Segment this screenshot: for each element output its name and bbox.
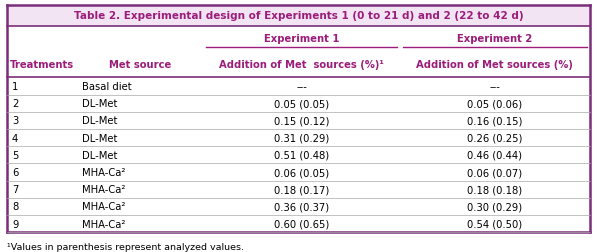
Text: ¹Values in parenthesis represent analyzed values.: ¹Values in parenthesis represent analyze… — [7, 242, 244, 251]
Text: DL-Met: DL-Met — [82, 116, 118, 126]
Text: 0.26 (0.25): 0.26 (0.25) — [467, 133, 522, 143]
Text: MHA-Ca²: MHA-Ca² — [82, 219, 126, 229]
Text: 0.05 (0.05): 0.05 (0.05) — [274, 99, 329, 109]
Text: Addition of Met sources (%): Addition of Met sources (%) — [417, 59, 573, 69]
Text: ---: --- — [490, 82, 500, 92]
FancyBboxPatch shape — [7, 6, 590, 26]
Text: 4: 4 — [12, 133, 18, 143]
Text: 5: 5 — [12, 150, 19, 160]
Text: Treatments: Treatments — [10, 59, 75, 69]
Text: 0.36 (0.37): 0.36 (0.37) — [274, 202, 329, 212]
Text: Addition of Met  sources (%)¹: Addition of Met sources (%)¹ — [219, 59, 384, 69]
Text: 0.05 (0.06): 0.05 (0.06) — [467, 99, 522, 109]
Text: MHA-Ca²: MHA-Ca² — [82, 202, 126, 212]
Text: DL-Met: DL-Met — [82, 99, 118, 109]
Text: ---: --- — [296, 82, 307, 92]
Text: 0.31 (0.29): 0.31 (0.29) — [274, 133, 329, 143]
Text: DL-Met: DL-Met — [82, 133, 118, 143]
Text: Experiment 2: Experiment 2 — [457, 34, 533, 43]
Text: 2: 2 — [12, 99, 19, 109]
Text: 6: 6 — [12, 167, 19, 177]
Text: 0.18 (0.18): 0.18 (0.18) — [467, 184, 522, 195]
Text: MHA-Ca²: MHA-Ca² — [82, 184, 126, 195]
Text: MHA-Ca²: MHA-Ca² — [82, 167, 126, 177]
Text: 0.51 (0.48): 0.51 (0.48) — [274, 150, 329, 160]
Text: 0.54 (0.50): 0.54 (0.50) — [467, 219, 522, 229]
Text: 8: 8 — [12, 202, 18, 212]
Text: 0.18 (0.17): 0.18 (0.17) — [274, 184, 329, 195]
Text: Met source: Met source — [109, 59, 171, 69]
Text: 0.30 (0.29): 0.30 (0.29) — [467, 202, 522, 212]
Text: 3: 3 — [12, 116, 18, 126]
Text: 0.16 (0.15): 0.16 (0.15) — [467, 116, 522, 126]
Text: Experiment 1: Experiment 1 — [264, 34, 339, 43]
Text: 9: 9 — [12, 219, 19, 229]
Text: 0.06 (0.05): 0.06 (0.05) — [274, 167, 329, 177]
Text: 1: 1 — [12, 82, 19, 92]
Text: 0.60 (0.65): 0.60 (0.65) — [274, 219, 329, 229]
Text: 0.46 (0.44): 0.46 (0.44) — [467, 150, 522, 160]
Text: Basal diet: Basal diet — [82, 82, 132, 92]
Text: 7: 7 — [12, 184, 19, 195]
Text: 0.06 (0.07): 0.06 (0.07) — [467, 167, 522, 177]
Text: DL-Met: DL-Met — [82, 150, 118, 160]
Text: Table 2. Experimental design of Experiments 1 (0 to 21 d) and 2 (22 to 42 d): Table 2. Experimental design of Experime… — [73, 11, 524, 21]
Text: 0.15 (0.12): 0.15 (0.12) — [274, 116, 329, 126]
